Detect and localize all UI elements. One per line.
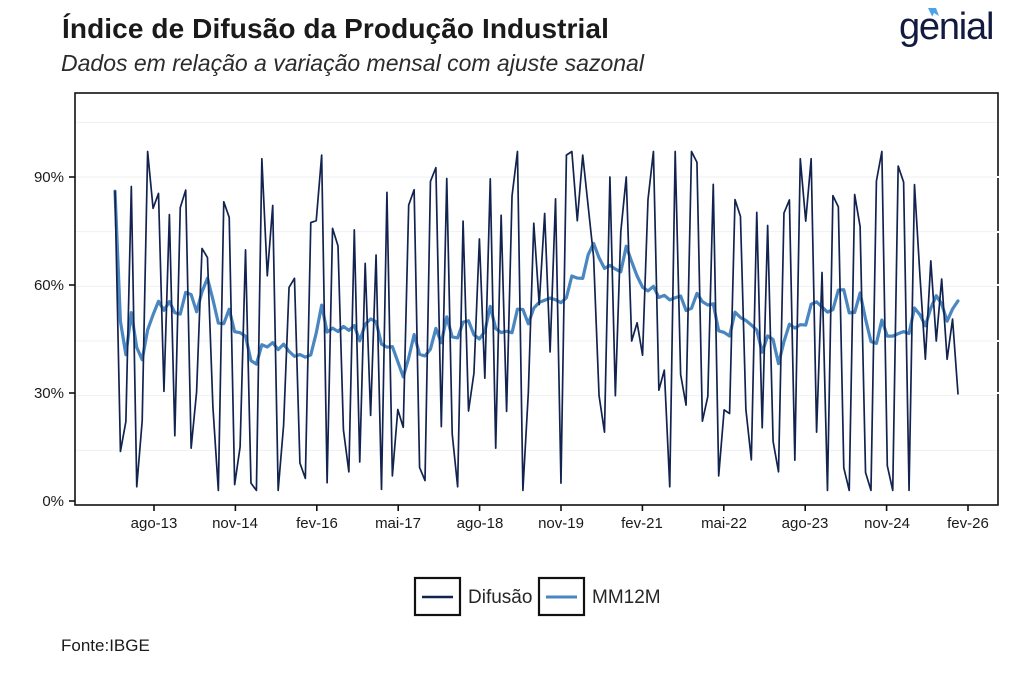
svg-text:MM12M: MM12M — [592, 587, 661, 608]
svg-text:Difusão: Difusão — [468, 587, 532, 608]
